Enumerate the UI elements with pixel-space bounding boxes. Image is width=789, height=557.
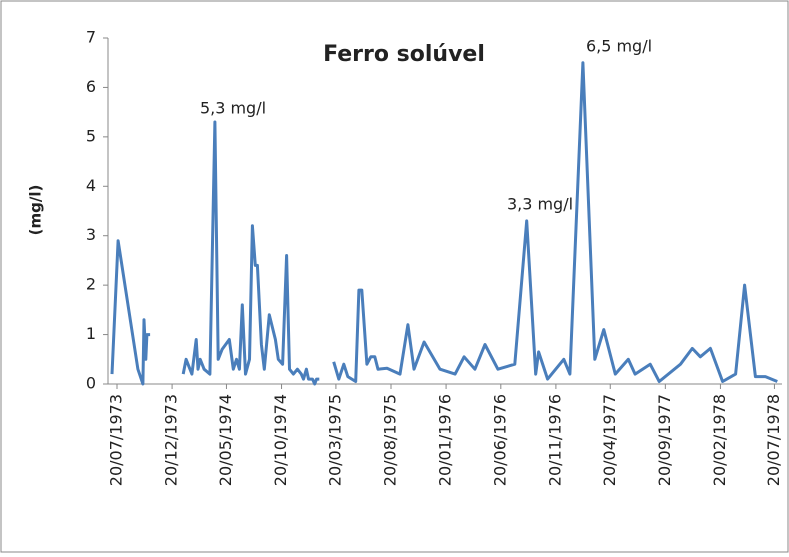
data-line	[110, 61, 778, 386]
y-tick-label: 5	[86, 126, 96, 145]
x-tick-label: 20/02/1978	[710, 394, 729, 486]
annotation: 5,3 mg/l	[200, 99, 266, 118]
y-tick-label: 0	[86, 374, 96, 393]
x-tick-label: 20/01/1976	[436, 394, 455, 486]
x-tick-label: 20/07/1978	[764, 394, 783, 486]
x-tick-label: 20/10/1974	[271, 394, 290, 486]
annotation: 6,5 mg/l	[586, 37, 652, 56]
x-tick-label: 20/08/1975	[380, 394, 399, 486]
y-axis-label: (mg/l)	[27, 185, 45, 236]
chart-title: Ferro solúvel	[323, 42, 485, 67]
x-tick-label: 20/03/1975	[325, 394, 344, 486]
x-tick-label: 20/11/1976	[545, 394, 564, 486]
x-tick-label: 20/05/1974	[216, 394, 235, 486]
y-tick-label: 7	[86, 28, 96, 47]
x-tick-label: 20/12/1973	[162, 394, 181, 486]
y-tick-label: 6	[86, 77, 96, 96]
y-tick-label: 4	[86, 176, 96, 195]
x-tick-label: 20/07/1973	[107, 394, 126, 486]
y-tick-label: 3	[86, 225, 96, 244]
y-tick-label: 2	[86, 275, 96, 294]
annotation: 3,3 mg/l	[507, 195, 573, 214]
x-tick-label: 20/04/1977	[600, 394, 619, 486]
x-tick-label: 20/09/1977	[655, 394, 674, 486]
x-tick-label: 20/06/1976	[490, 394, 509, 486]
y-tick-label: 1	[86, 324, 96, 343]
